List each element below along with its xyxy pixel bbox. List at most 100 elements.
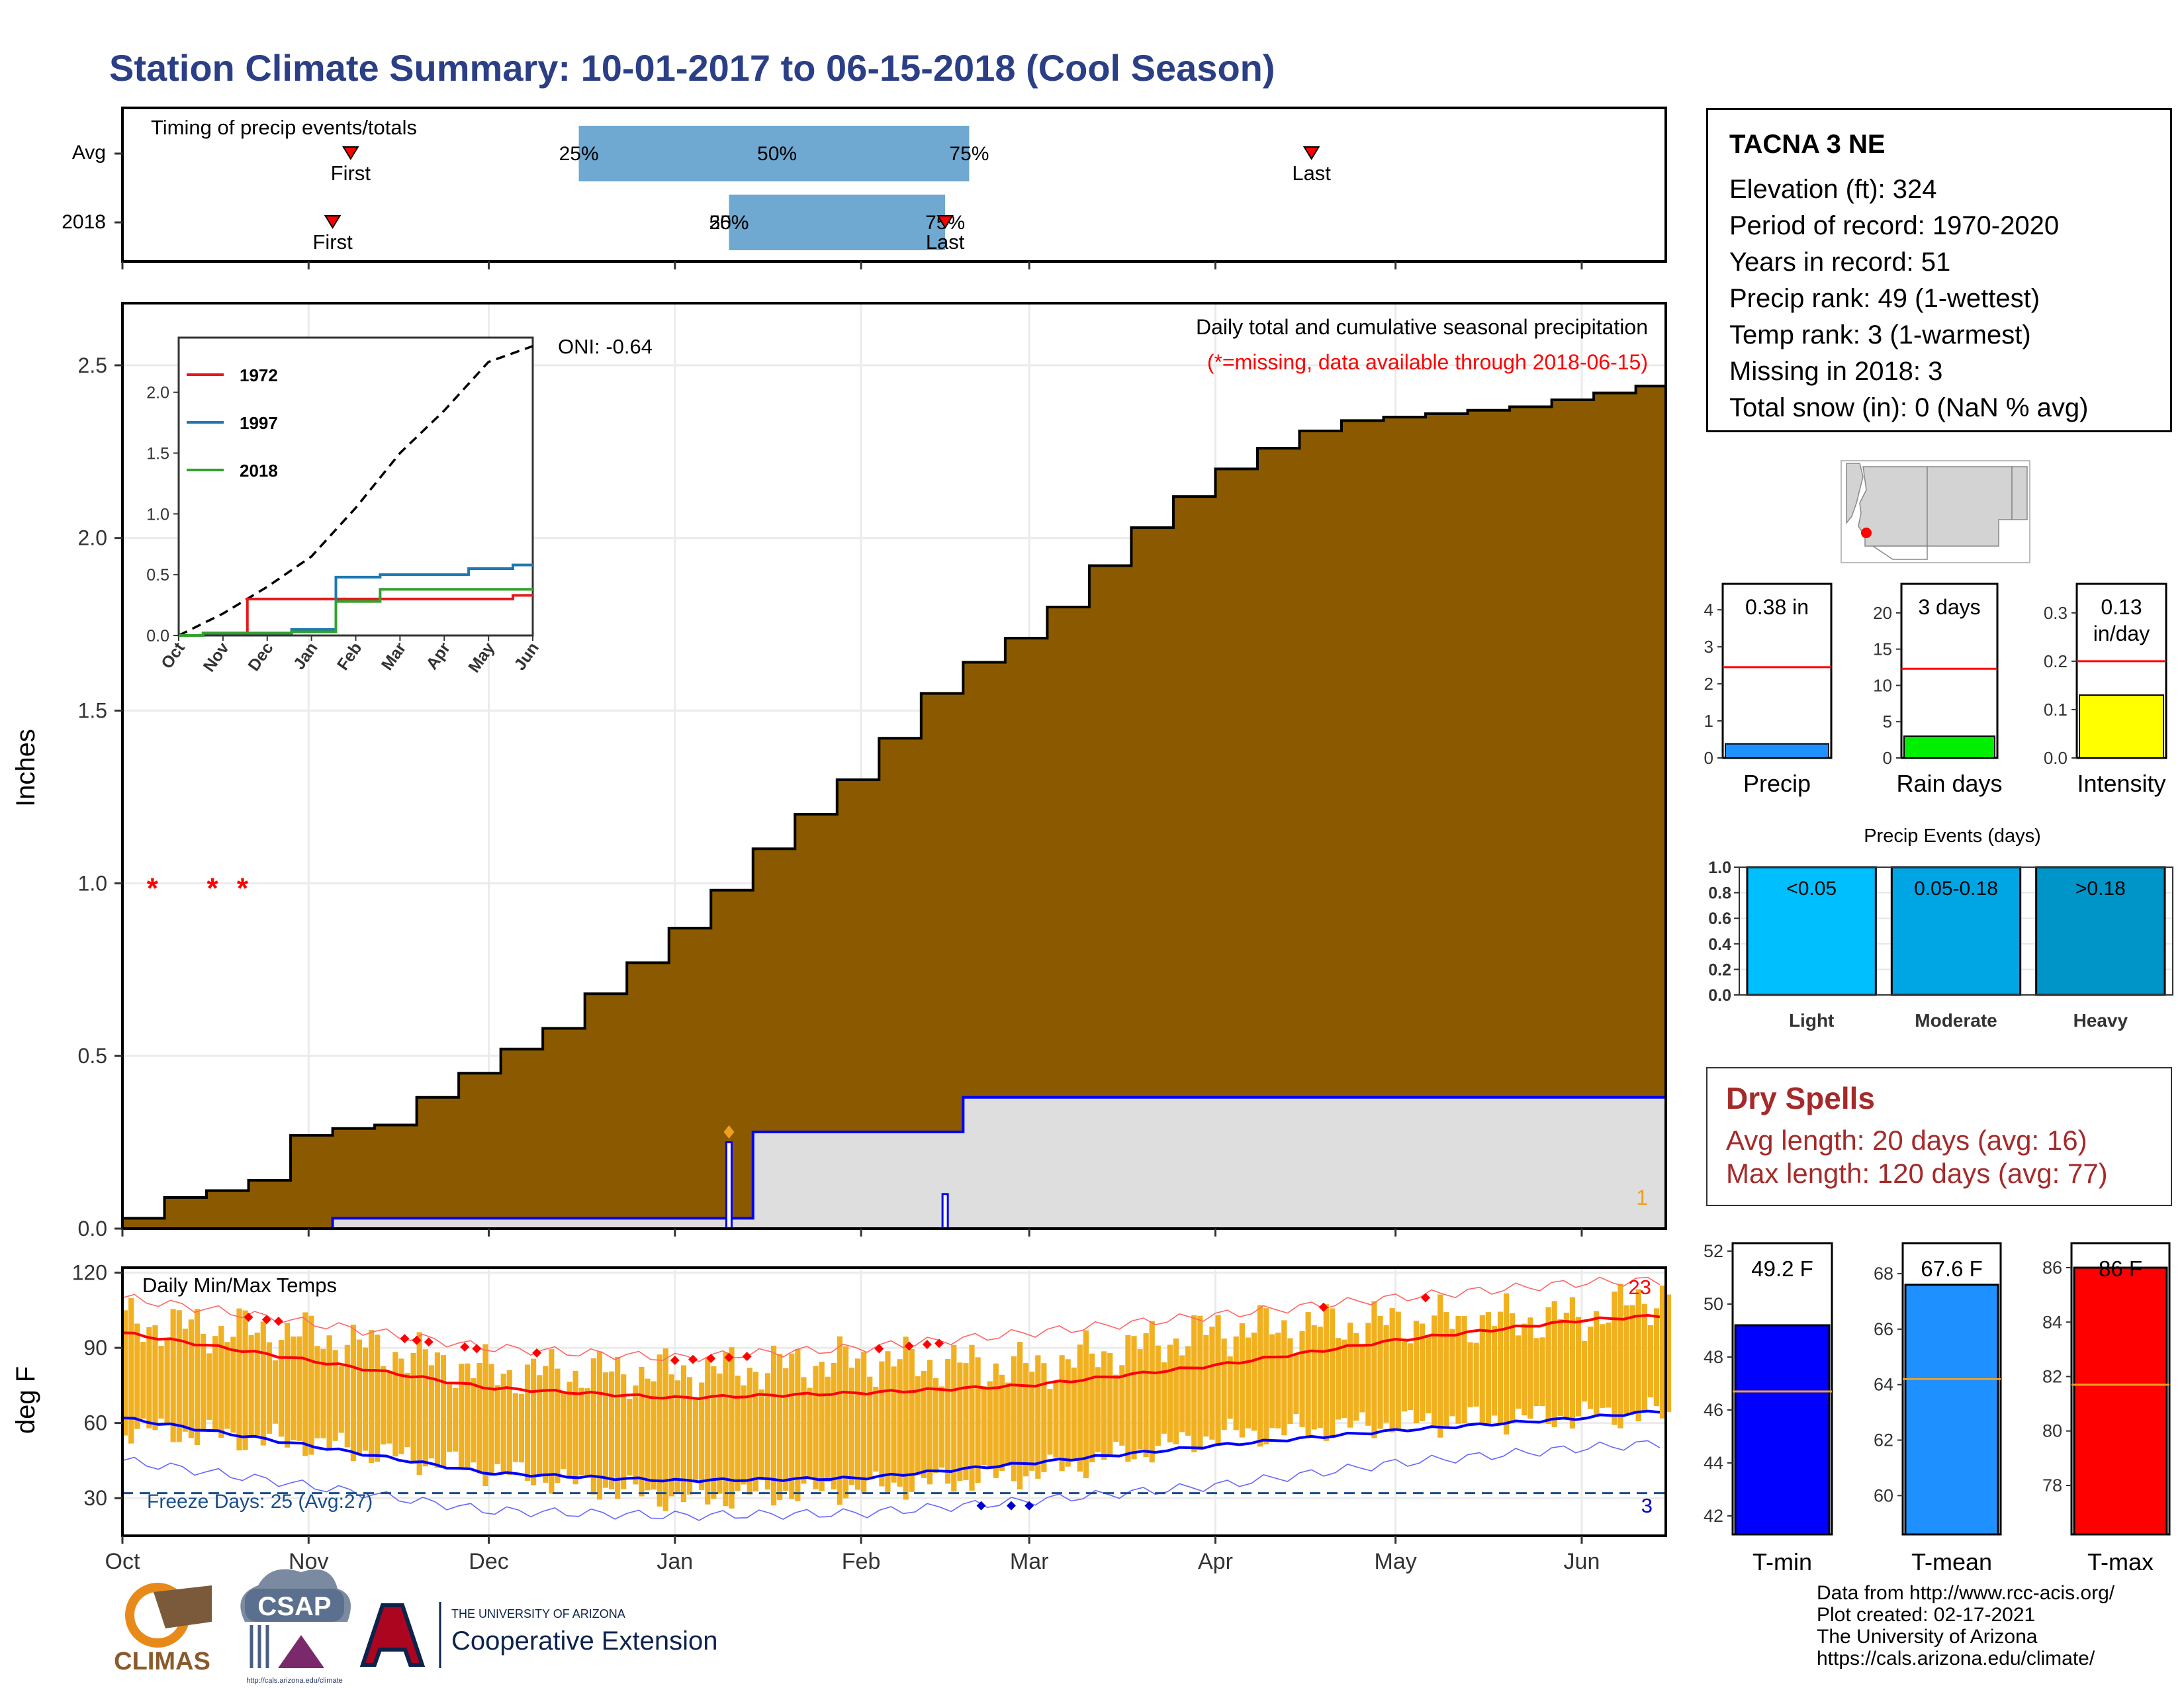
daily-temp-bar [1389, 1308, 1395, 1432]
small-bar-ytick-label: 1 [1704, 711, 1713, 731]
daily-temp-bar [608, 1371, 615, 1489]
daily-temp-bar [200, 1333, 206, 1431]
temp-bar-value-label: 67.6 F [1921, 1256, 1983, 1281]
record-high-marker [742, 1352, 752, 1362]
daily-temp-bar [482, 1344, 488, 1487]
daily-temp-bar [1539, 1337, 1545, 1407]
small-bar-value-label: 0.13 [2101, 595, 2142, 619]
small-bar-ytick-label: 3 [1704, 637, 1713, 657]
events-ytick-label: 0.2 [1708, 961, 1731, 979]
events-frame [1739, 867, 2173, 996]
daily-temp-bar [1053, 1381, 1059, 1458]
dry-spells-max: Max length: 120 days (avg: 77) [1726, 1158, 2108, 1189]
daily-temp-bar [518, 1393, 525, 1463]
daily-temp-bar [777, 1354, 783, 1500]
temp-bar-ytick-label: 60 [1874, 1485, 1893, 1505]
timing-first-marker [342, 146, 359, 160]
temp-bar-category-label: T-max [2087, 1548, 2154, 1575]
temp-marks [122, 1276, 1672, 1521]
inset-ytick-label: 2.0 [146, 384, 169, 402]
record-high-marker [1318, 1302, 1328, 1312]
timing-last-label: Last [1292, 162, 1331, 185]
daily-temp-bar [1041, 1363, 1047, 1472]
daily-temp-bar [699, 1382, 705, 1491]
daily-temp-bar [1317, 1327, 1323, 1429]
timing-title: Timing of precip events/totals [151, 116, 417, 139]
daily-temp-bar [1473, 1342, 1479, 1407]
daily-temp-bar [909, 1348, 915, 1492]
daily-temp-bar [531, 1358, 537, 1485]
daily-temp-bar [1606, 1322, 1612, 1408]
daily-temp-bar [1323, 1304, 1329, 1441]
daily-temp-bar [921, 1370, 927, 1478]
daily-temp-bar [362, 1347, 369, 1451]
daily-temp-bar [1467, 1342, 1473, 1407]
temp-xtick-label: Nov [289, 1549, 328, 1574]
daily-temp-bar [705, 1358, 711, 1505]
daily-temp-bar [951, 1344, 957, 1492]
daily-temp-bar [674, 1380, 680, 1494]
inset-legend-label: 1997 [240, 413, 278, 433]
daily-temp-bar [1635, 1289, 1641, 1422]
daily-temp-bar [182, 1329, 188, 1432]
temp-bar-ytick-label: 50 [1704, 1294, 1723, 1314]
daily-temp-bar [657, 1354, 662, 1507]
inset-frame [177, 336, 534, 637]
temp-xtick-label: Jan [657, 1549, 693, 1574]
daily-temp-bar [939, 1386, 945, 1468]
temp-bar-value-label: 49.2 F [1751, 1256, 1813, 1281]
daily-temp-bar [416, 1332, 422, 1476]
daily-temp-bar [1479, 1315, 1485, 1423]
precip-ytick-label: 0.5 [78, 1044, 107, 1068]
daily-temp-bar [999, 1374, 1005, 1471]
temp-ylabel: deg F [11, 1366, 40, 1434]
daily-temp-bar [1215, 1315, 1221, 1445]
dry-spells-title: Dry Spells [1726, 1081, 1875, 1115]
temp-bar-ytick-label: 48 [1704, 1347, 1723, 1367]
missing-day-marker: * [147, 872, 159, 904]
events-ytick-label: 1.0 [1708, 859, 1731, 877]
temp-bar-ytick-label: 64 [1874, 1375, 1893, 1395]
small-bar-ytick-label: 4 [1704, 600, 1713, 620]
daily-temp-bar [1497, 1311, 1504, 1424]
inset-ytick-label: 0.0 [146, 627, 169, 645]
small-bar-value-label: 0.38 in [1745, 595, 1809, 619]
daily-temp-bar [152, 1325, 158, 1430]
ua-small-text: THE UNIVERSITY OF ARIZONA [451, 1607, 625, 1620]
daily-temp-bar [1161, 1362, 1167, 1434]
daily-temp-bar [993, 1363, 999, 1478]
daily-temp-bar [861, 1352, 867, 1493]
daily-temp-bar [453, 1387, 459, 1452]
events-bar [2035, 866, 2166, 996]
events-title: Precip Events (days) [1864, 825, 2041, 847]
record-high-marker [244, 1312, 253, 1322]
record-high-marker [400, 1334, 410, 1344]
daily-temp-bar [602, 1372, 609, 1488]
logos: CLIMAS CSAP http://cals.arizona.edu/clim… [114, 1569, 717, 1685]
record-high-marker [904, 1341, 914, 1351]
record-max-line [122, 1276, 1661, 1362]
temp-xtick-label: Mar [1010, 1549, 1049, 1574]
record-high-marker [724, 1352, 734, 1362]
daily-temp-bar [218, 1326, 224, 1438]
avg-max-line [122, 1314, 1661, 1401]
daily-temp-bar [398, 1358, 404, 1454]
daily-temp-bar [1426, 1336, 1432, 1414]
small-bar-ytick-label: 10 [1873, 675, 1892, 695]
daily-temp-bar [465, 1363, 471, 1470]
temp-bar-ytick-label: 42 [1704, 1506, 1723, 1526]
precip-ylabel: Inches [11, 729, 40, 807]
daily-temp-bar [963, 1363, 969, 1480]
daily-temp-bar [752, 1372, 758, 1492]
daily-temp-bar [404, 1373, 410, 1448]
daily-temp-bar [1023, 1363, 1029, 1477]
missing-day-marker: * [237, 872, 249, 904]
temp-xtick-label: Apr [1198, 1549, 1233, 1574]
daily-temp-bar [590, 1358, 596, 1495]
daily-temp-bar [693, 1398, 699, 1481]
small-bar-category-label: Intensity [2077, 770, 2165, 797]
daily-temp-bar [1095, 1367, 1101, 1452]
daily-temp-bar [1522, 1323, 1527, 1416]
temp-xtick-label: Oct [105, 1549, 140, 1574]
